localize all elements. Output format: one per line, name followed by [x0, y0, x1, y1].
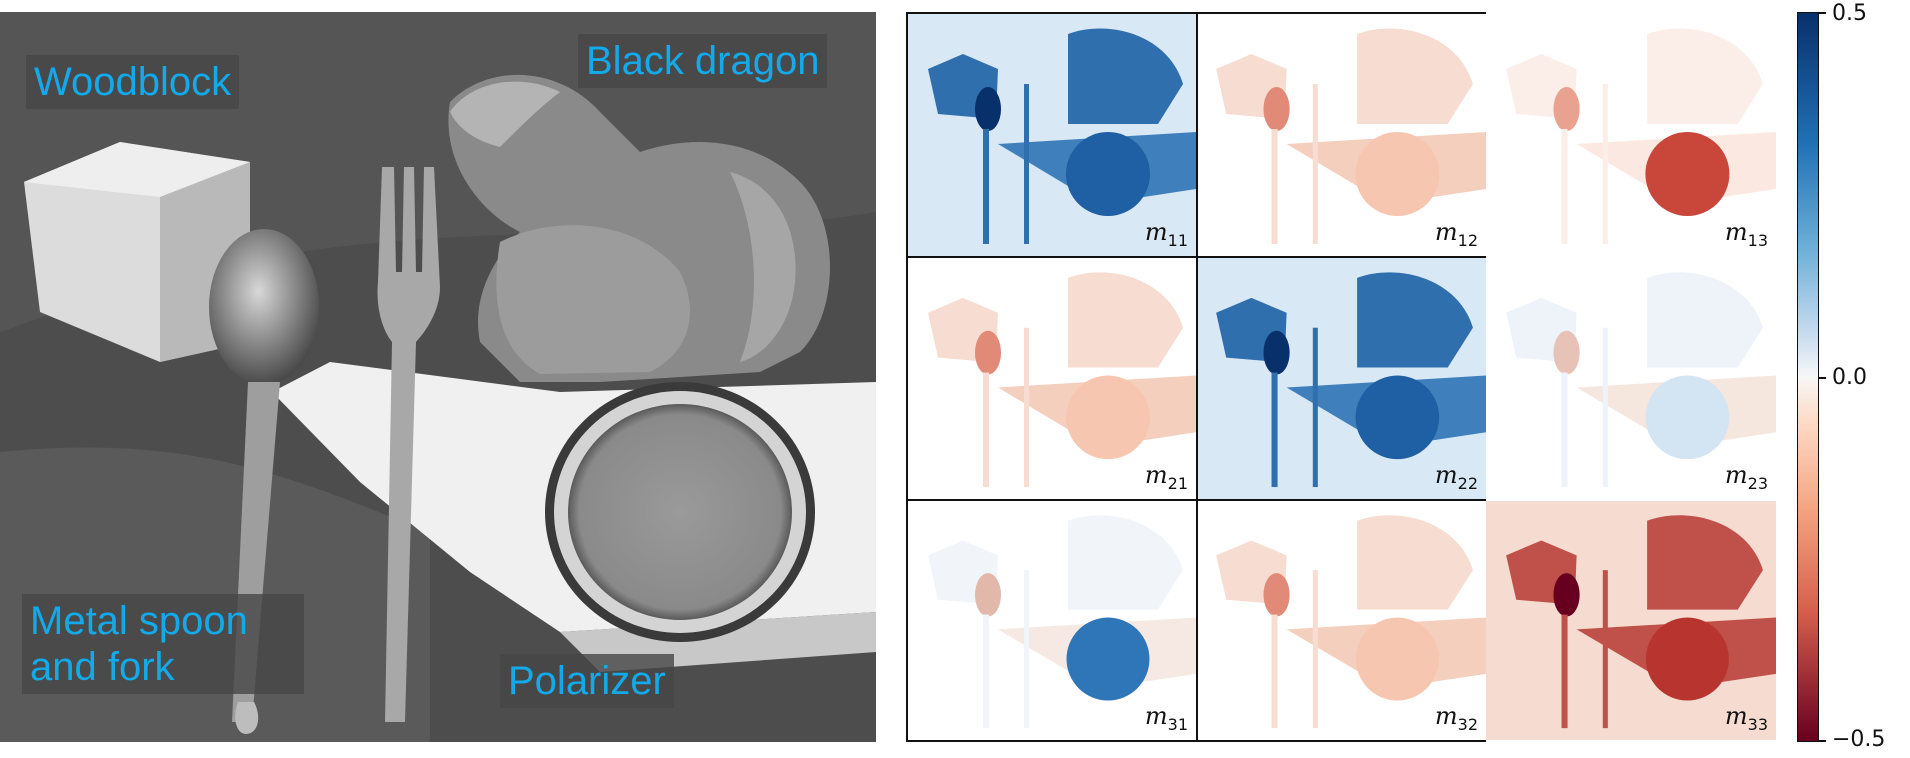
label-woodblock: Woodblock [26, 55, 240, 109]
spoon-object [209, 229, 319, 734]
mueller-image [1196, 258, 1486, 499]
dragon-object [448, 74, 830, 383]
mueller-element-label: m13 [1725, 218, 1768, 250]
mueller-index: 33 [1747, 715, 1768, 734]
grid-divider [908, 256, 1484, 258]
colorbar-mid-label: 0.0 [1832, 365, 1867, 390]
mueller-element-label: m21 [1145, 461, 1188, 493]
mueller-matrix-grid: m11 m12 m13 m21 m22 m23 m31 m32 m33 [906, 12, 1776, 742]
colorbar-tick [1819, 12, 1826, 14]
mueller-symbol: m [1434, 702, 1458, 731]
mueller-symbol: m [1144, 461, 1168, 490]
mueller-cell-m31: m31 [908, 501, 1196, 740]
mueller-index: 12 [1457, 231, 1478, 250]
mueller-element-label: m12 [1435, 218, 1478, 250]
mueller-image [1196, 501, 1486, 740]
mueller-cell-m11: m11 [908, 14, 1196, 256]
colorbar-tick [1819, 740, 1826, 742]
mueller-index: 21 [1167, 474, 1188, 493]
mueller-symbol: m [1144, 218, 1168, 247]
mueller-cell-m13: m13 [1486, 14, 1776, 256]
label-black-dragon: Black dragon [578, 34, 828, 88]
mueller-element-label: m11 [1145, 218, 1188, 250]
colorbar-tick [1819, 377, 1826, 379]
mueller-cell-m21: m21 [908, 258, 1196, 499]
mueller-symbol: m [1724, 218, 1748, 247]
mueller-symbol: m [1724, 702, 1748, 731]
mueller-element-label: m32 [1435, 702, 1478, 734]
mueller-image [1196, 14, 1486, 256]
mueller-element-label: m23 [1725, 461, 1768, 493]
mueller-symbol: m [1434, 461, 1458, 490]
mueller-cell-m32: m32 [1196, 501, 1486, 740]
mueller-cell-m12: m12 [1196, 14, 1486, 256]
mueller-image [1486, 501, 1776, 740]
colorbar-min-label: −0.5 [1832, 727, 1886, 752]
mueller-index: 23 [1747, 474, 1768, 493]
colorbar [1797, 12, 1819, 742]
mueller-element-label: m22 [1435, 461, 1478, 493]
mueller-index: 11 [1167, 231, 1188, 250]
grid-divider [1196, 14, 1198, 740]
label-spoon-fork: Metal spoon and fork [22, 594, 304, 694]
mueller-index: 22 [1457, 474, 1478, 493]
mueller-index: 32 [1457, 715, 1478, 734]
mueller-symbol: m [1724, 461, 1748, 490]
mueller-element-label: m31 [1145, 702, 1188, 734]
mueller-image [908, 501, 1196, 740]
mueller-image [1486, 14, 1776, 256]
mueller-symbol: m [1144, 702, 1168, 731]
mueller-index: 31 [1167, 715, 1188, 734]
mueller-element-label: m33 [1725, 702, 1768, 734]
mueller-image [908, 258, 1196, 499]
mueller-cell-m23: m23 [1486, 258, 1776, 499]
label-polarizer: Polarizer [500, 654, 674, 708]
mueller-cell-m33: m33 [1486, 501, 1776, 740]
mueller-cell-m22: m22 [1196, 258, 1486, 499]
grid-divider [908, 499, 1484, 501]
mueller-image [908, 14, 1196, 256]
mueller-symbol: m [1434, 218, 1458, 247]
mueller-image [1486, 258, 1776, 499]
grayscale-photo: Woodblock Black dragon Metal spoon and f… [0, 12, 876, 742]
polarizer-object [545, 382, 815, 642]
fork-object [377, 167, 440, 722]
colorbar-max-label: 0.5 [1832, 1, 1867, 26]
mueller-index: 13 [1747, 231, 1768, 250]
